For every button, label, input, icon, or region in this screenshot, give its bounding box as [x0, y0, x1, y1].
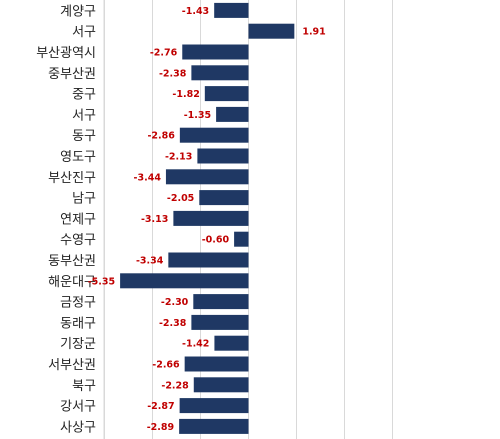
category-label-4: 중구 — [72, 88, 96, 103]
bar-20 — [179, 418, 249, 434]
bar-13 — [120, 273, 249, 289]
category-label-7: 영도구 — [60, 150, 96, 165]
category-label-3: 중부산권 — [48, 67, 96, 82]
value-label-5: -1.35 — [184, 110, 211, 121]
category-labels: 계양구서구부산광역시중부산권중구서구동구영도구부산진구남구연제구수영구동부산권해… — [36, 4, 96, 435]
value-label-7: -2.13 — [165, 152, 192, 163]
value-label-19: -2.87 — [147, 401, 174, 412]
category-label-18: 북구 — [72, 379, 96, 394]
category-label-19: 강서구 — [60, 400, 96, 415]
bar-16 — [214, 335, 249, 351]
bar-18 — [193, 377, 249, 393]
value-label-0: -1.43 — [182, 6, 209, 17]
value-label-15: -2.38 — [159, 318, 187, 329]
category-label-6: 동구 — [72, 129, 96, 144]
bar-5 — [216, 106, 249, 122]
value-label-16: -1.42 — [182, 339, 209, 350]
bar-11 — [234, 231, 249, 247]
bar-3 — [191, 65, 249, 81]
category-label-2: 부산광역시 — [36, 46, 96, 61]
bar-1 — [248, 23, 295, 39]
bar-14 — [193, 294, 249, 310]
bars — [120, 2, 295, 434]
value-label-13: -5.35 — [88, 276, 115, 287]
category-label-8: 부산진구 — [48, 171, 96, 186]
value-label-9: -2.05 — [167, 193, 194, 204]
category-label-14: 금정구 — [60, 296, 96, 311]
bar-6 — [179, 127, 249, 143]
bar-12 — [168, 252, 249, 268]
category-label-11: 수영구 — [60, 233, 96, 248]
value-label-14: -2.30 — [161, 297, 189, 308]
bar-2 — [182, 44, 249, 60]
value-label-12: -3.34 — [136, 256, 164, 267]
value-label-6: -2.86 — [147, 131, 175, 142]
category-label-1: 서구 — [72, 25, 96, 40]
value-label-2: -2.76 — [150, 48, 178, 59]
bar-17 — [184, 356, 249, 372]
value-label-8: -3.44 — [134, 172, 162, 183]
category-label-20: 사상구 — [60, 420, 96, 435]
value-label-20: -2.89 — [147, 422, 174, 433]
bar-7 — [197, 148, 249, 164]
bar-9 — [199, 190, 249, 206]
bar-15 — [191, 314, 249, 330]
category-label-17: 서부산권 — [48, 358, 96, 373]
bar-4 — [204, 86, 249, 102]
bar-19 — [179, 398, 249, 414]
bar-8 — [165, 169, 249, 185]
bar-10 — [173, 210, 249, 226]
value-labels: -1.431.91-2.76-2.38-1.82-1.35-2.86-2.13-… — [88, 6, 326, 433]
value-label-10: -3.13 — [141, 214, 168, 225]
value-label-11: -0.60 — [202, 235, 230, 246]
category-label-5: 서구 — [72, 108, 96, 123]
category-label-0: 계양구 — [60, 4, 96, 19]
category-label-12: 동부산권 — [48, 254, 96, 269]
category-label-13: 해운대구 — [48, 275, 96, 290]
category-label-15: 동래구 — [60, 316, 96, 331]
value-label-17: -2.66 — [152, 360, 180, 371]
category-label-10: 연제구 — [60, 212, 96, 227]
value-label-4: -1.82 — [172, 89, 199, 100]
category-label-16: 기장군 — [60, 337, 96, 352]
category-label-9: 남구 — [72, 192, 96, 207]
value-label-1: 1.91 — [302, 27, 325, 38]
value-label-3: -2.38 — [159, 68, 187, 79]
bar-0 — [214, 2, 249, 18]
value-label-18: -2.28 — [161, 380, 189, 391]
